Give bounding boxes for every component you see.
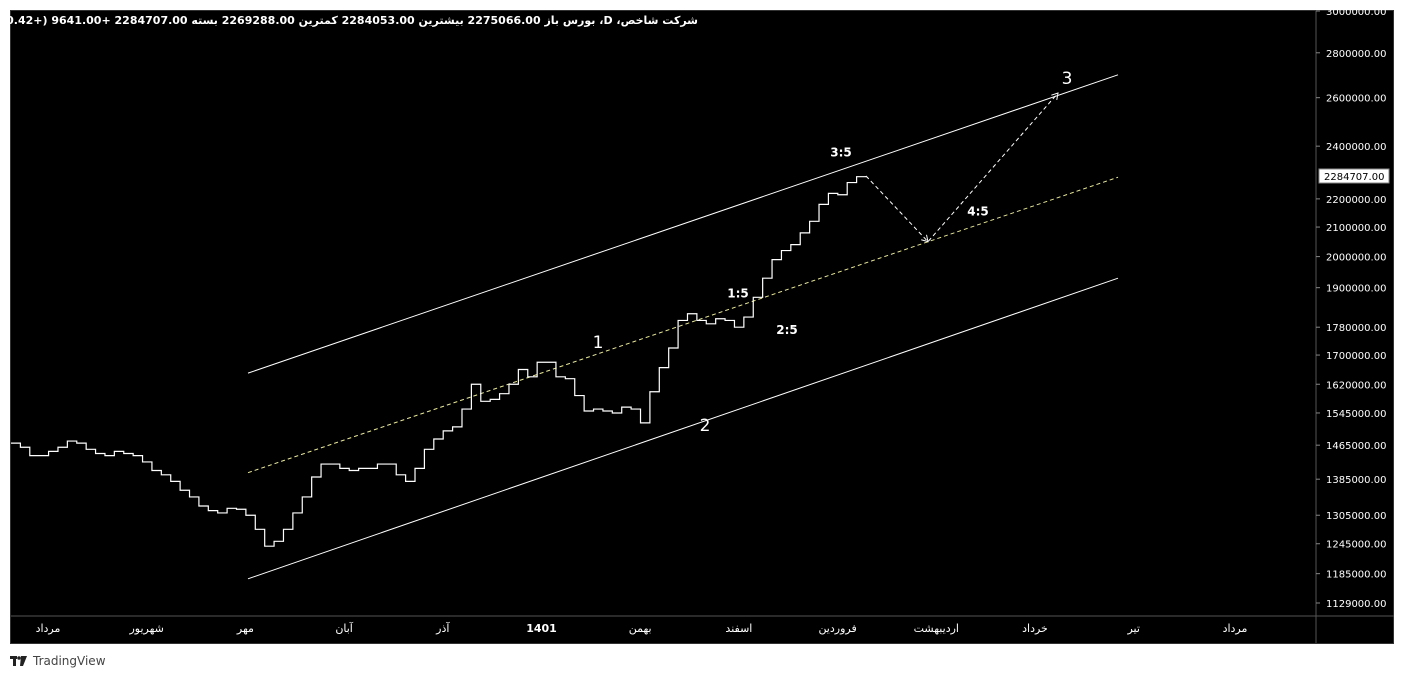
y-tick-label: 1620000.00: [1326, 380, 1386, 391]
y-tick-label: 1900000.00: [1326, 284, 1386, 295]
price-line: [11, 175, 867, 547]
brand-name: TradingView: [33, 654, 106, 668]
x-tick-label: آذر: [435, 621, 450, 635]
y-tick-label: 1185000.00: [1326, 570, 1386, 581]
y-tick-label: 2800000.00: [1326, 49, 1386, 60]
projection-path: [865, 92, 1059, 243]
y-tick-label: 2600000.00: [1326, 94, 1386, 105]
chart-frame: [10, 10, 1394, 644]
wave-label: 3:5: [830, 145, 852, 159]
symbol-legend: شرکت شاخص، D، بورس باز 2275066.00 بیشتری…: [0, 14, 698, 27]
y-tick-label: 1545000.00: [1326, 409, 1386, 420]
y-tick-label: 1245000.00: [1326, 540, 1386, 551]
channel-lower-line: [247, 277, 1119, 580]
channel-upper-line: [247, 74, 1119, 374]
last-price-box: [1318, 168, 1390, 184]
wave-label: 3: [1062, 69, 1073, 89]
projection-arrowhead: [1051, 92, 1059, 101]
y-tick-label: 1465000.00: [1326, 441, 1386, 452]
y-tick-label: 2200000.00: [1326, 195, 1386, 206]
tradingview-icon: [10, 656, 27, 666]
x-tick-label: مرداد: [36, 622, 61, 635]
y-tick-label: 1305000.00: [1326, 511, 1386, 522]
x-tick-label: شهریور: [128, 622, 163, 635]
x-tick-label: خرداد: [1022, 622, 1048, 635]
y-tick-label: 2100000.00: [1326, 223, 1386, 234]
wave-label: 2: [700, 416, 711, 436]
y-tick-label: 1700000.00: [1326, 351, 1386, 362]
last-price-label: 2284707.00: [1324, 172, 1384, 183]
x-tick-label: مهر: [236, 622, 254, 635]
y-tick-label: 1129000.00: [1326, 599, 1386, 610]
x-tick-label: مرداد: [1223, 622, 1248, 635]
x-tick-label: اسفند: [725, 622, 752, 635]
x-tick-label: 1401: [526, 622, 557, 635]
y-tick-label: 3000000.00: [1326, 7, 1386, 18]
y-tick-label: 1385000.00: [1326, 475, 1386, 486]
x-tick-label: تیر: [1126, 622, 1139, 635]
y-tick-label: 2000000.00: [1326, 253, 1386, 264]
x-tick-label: اردیبهشت: [914, 622, 959, 635]
tradingview-logo[interactable]: TradingView: [10, 652, 106, 670]
x-tick-label: آبان: [335, 621, 353, 635]
channel-middle-line: [247, 176, 1119, 474]
wave-label: 1: [593, 333, 604, 353]
x-tick-label: فروردین: [818, 622, 856, 635]
projection-arrowhead: [921, 234, 929, 243]
wave-label: 4:5: [967, 205, 989, 219]
x-tick-label: بهمن: [629, 622, 652, 635]
y-tick-label: 2400000.00: [1326, 142, 1386, 153]
y-tick-label: 1780000.00: [1326, 323, 1386, 334]
wave-label: 2:5: [776, 323, 798, 337]
wave-label: 1:5: [727, 286, 749, 300]
